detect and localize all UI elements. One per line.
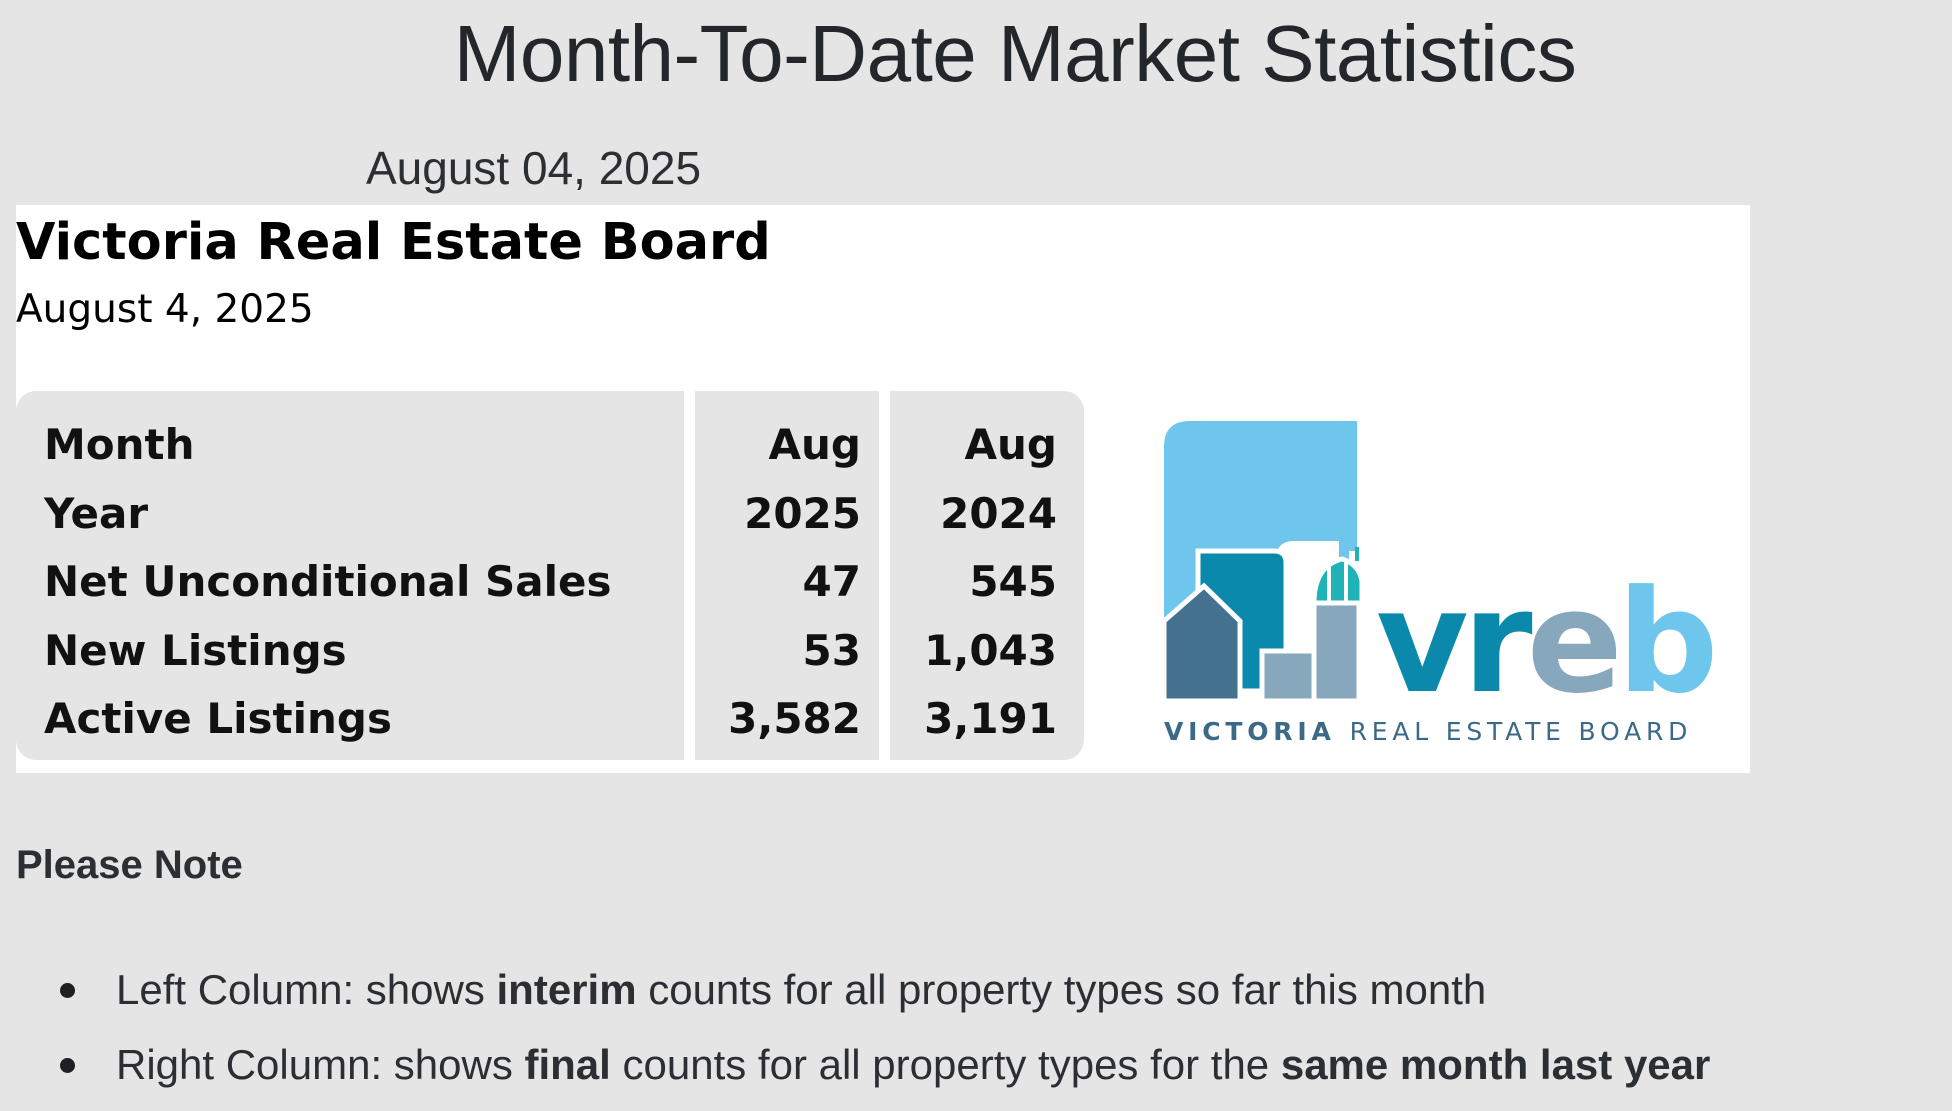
current-active-listings: 3,582: [728, 694, 861, 743]
note-title: Please Note: [16, 843, 243, 887]
note-text: counts for all property types so far thi…: [636, 966, 1487, 1013]
page-date: August 04, 2025: [366, 142, 702, 194]
prior-active-listings: 3,191: [924, 694, 1057, 743]
logo-tagline-rest: REAL ESTATE BOARD: [1350, 717, 1693, 746]
note-item-right-column: Right Column: shows final counts for all…: [0, 1035, 1710, 1110]
logo-tagline-bold: VICTORIA: [1164, 717, 1336, 746]
note-text: counts for all property types for the: [610, 1041, 1281, 1088]
prior-month: Aug: [964, 420, 1057, 469]
stats-card: Victoria Real Estate Board August 4, 202…: [16, 205, 1750, 773]
page-title: Month-To-Date Market Statistics: [453, 9, 1577, 98]
stats-current-column: Aug 2025 47 53 3,582: [695, 391, 879, 760]
note-emphasis: interim: [496, 966, 637, 1013]
board-date: August 4, 2025: [16, 287, 314, 332]
row-label-month: Month: [44, 420, 195, 469]
logo-wordmark-v: v: [1376, 560, 1467, 725]
current-year: 2025: [744, 488, 861, 538]
note-list: Left Column: shows interim counts for al…: [0, 960, 1710, 1110]
note-emphasis: same month last year: [1280, 1041, 1711, 1088]
logo-slate-house: [1164, 582, 1243, 704]
row-label-active-listings: Active Listings: [44, 694, 392, 743]
note-item-left-column: Left Column: shows interim counts for al…: [0, 960, 1710, 1035]
logo-dome: [1311, 556, 1365, 606]
logo-wordmark-b: b: [1617, 560, 1713, 725]
current-net-sales: 47: [802, 557, 861, 606]
prior-new-listings: 1,043: [924, 625, 1057, 675]
logo-wordmark: vreb: [1376, 560, 1713, 725]
current-month: Aug: [768, 420, 861, 469]
stats-prior-column: Aug 2024 545 1,043 3,191: [890, 391, 1084, 760]
row-label-new-listings: New Listings: [44, 625, 347, 675]
note-text: Right Column: shows: [116, 1041, 525, 1088]
current-new-listings: 53: [802, 625, 861, 675]
bullet-icon: [60, 1058, 75, 1073]
stats-table: Month Year Net Unconditional Sales New L…: [16, 391, 1084, 760]
logo-wordmark-e: e: [1527, 560, 1617, 725]
logo-dome-building: [1311, 598, 1362, 704]
vreb-logo: vreb VICTORIA REAL ESTATE BOARD: [1164, 421, 1719, 746]
row-label-year: Year: [44, 488, 149, 538]
board-name: Victoria Real Estate Board: [16, 213, 771, 272]
stats-label-column: Month Year Net Unconditional Sales New L…: [16, 391, 684, 760]
note-emphasis: final: [524, 1041, 611, 1088]
row-label-net-sales: Net Unconditional Sales: [44, 557, 612, 606]
bullet-icon: [60, 983, 75, 998]
logo-wordmark-r: r: [1463, 560, 1533, 725]
prior-net-sales: 545: [969, 557, 1057, 606]
logo-steel-box: [1259, 648, 1317, 704]
note-text: Left Column: shows: [116, 966, 497, 1013]
prior-year: 2024: [940, 488, 1057, 538]
